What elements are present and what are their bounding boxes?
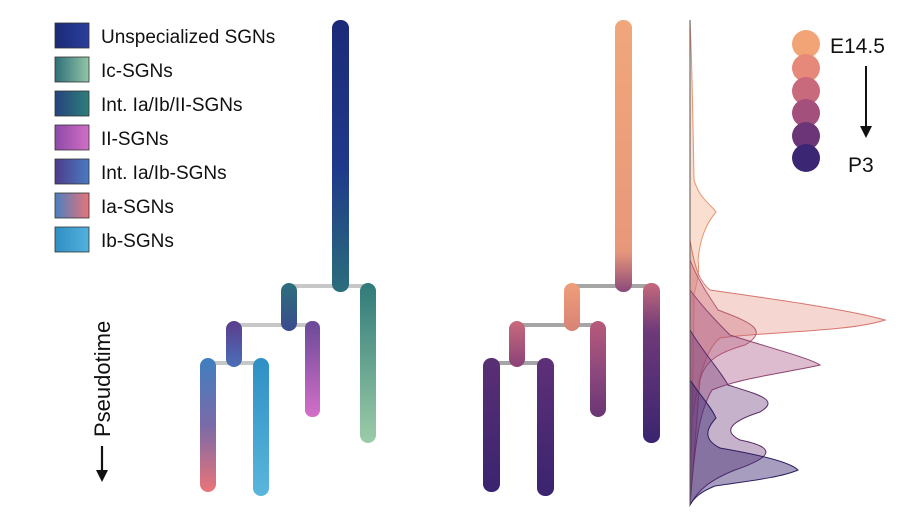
- cell-type-trajectory-tree: [200, 20, 376, 496]
- stage-start-label: E14.5: [830, 35, 885, 58]
- density-stage-5: [689, 328, 769, 506]
- stage-density-plot: [689, 19, 887, 507]
- stage-dot: [792, 99, 820, 127]
- legend-swatch-ib: [54, 226, 90, 253]
- density-stage-2: [689, 239, 887, 506]
- legend-swatch-ii: [54, 124, 90, 151]
- legend-item: Unspecialized SGNs: [54, 22, 275, 49]
- branch-ia: [200, 358, 216, 492]
- legend-label-int-ia-ib-ii: Int. Ia/Ib/II-SGNs: [101, 95, 243, 116]
- stage-arrowhead-icon: [860, 126, 872, 138]
- branch-int-ia-ib-ii: [281, 283, 297, 331]
- pseudotime-label: Pseudotime: [90, 321, 115, 437]
- stage-dot: [792, 144, 820, 172]
- legend-item: Ic-SGNs: [54, 56, 173, 83]
- legend-label-ii: II-SGNs: [101, 129, 169, 150]
- stage-branch-mid: [564, 283, 580, 331]
- branch-unspecialized-trunk: [332, 20, 349, 292]
- stage-branch-right: [643, 283, 660, 443]
- stage-branch-left: [509, 321, 525, 367]
- stage-trajectory-tree: [483, 20, 660, 496]
- stage-branch-leaf-2: [537, 358, 554, 496]
- branch-ic: [360, 283, 376, 443]
- legend-item: II-SGNs: [54, 124, 169, 151]
- stage-legend: E14.5 P3: [792, 30, 885, 177]
- arrowhead-icon: [96, 470, 108, 482]
- legend-label-ic: Ic-SGNs: [101, 61, 173, 82]
- legend-swatch-ia: [54, 192, 90, 219]
- legend-swatch-int-ia-ib: [54, 158, 90, 185]
- branch-ib: [253, 358, 269, 496]
- legend-item: Ia-SGNs: [54, 192, 174, 219]
- stage-dot: [792, 30, 820, 58]
- legend-label-ib: Ib-SGNs: [101, 231, 174, 252]
- stage-branch-trunk: [615, 20, 632, 292]
- legend-swatch-int-ia-ib-ii: [54, 90, 90, 117]
- density-stage-4: [689, 288, 822, 506]
- density-stage-3: [689, 259, 757, 506]
- legend-swatch-ic: [54, 56, 90, 83]
- legend-item: Ib-SGNs: [54, 226, 174, 253]
- legend-label-unspecialized: Unspecialized SGNs: [101, 27, 275, 48]
- legend-item: Int. Ia/Ib/II-SGNs: [54, 90, 243, 117]
- stage-dot: [792, 54, 820, 82]
- stage-end-label: P3: [848, 154, 874, 177]
- branch-int-ia-ib: [226, 321, 242, 367]
- legend-item: Int. Ia/Ib-SGNs: [54, 158, 227, 185]
- stage-dot: [792, 122, 820, 150]
- legend-label-ia: Ia-SGNs: [101, 197, 174, 218]
- density-p3: [689, 378, 799, 507]
- legend-swatch-unspecialized: [54, 22, 90, 49]
- stage-dot: [792, 77, 820, 105]
- cell-type-legend: Unspecialized SGNs Ic-SGNs Int. Ia/Ib/II…: [54, 22, 275, 253]
- pseudotime-axis: Pseudotime: [90, 321, 115, 482]
- density-e14-5: [689, 19, 717, 506]
- stage-branch-mid-right: [590, 321, 606, 417]
- branch-ii: [305, 321, 320, 417]
- stage-branch-leaf-1: [483, 358, 500, 492]
- legend-label-int-ia-ib: Int. Ia/Ib-SGNs: [101, 163, 227, 184]
